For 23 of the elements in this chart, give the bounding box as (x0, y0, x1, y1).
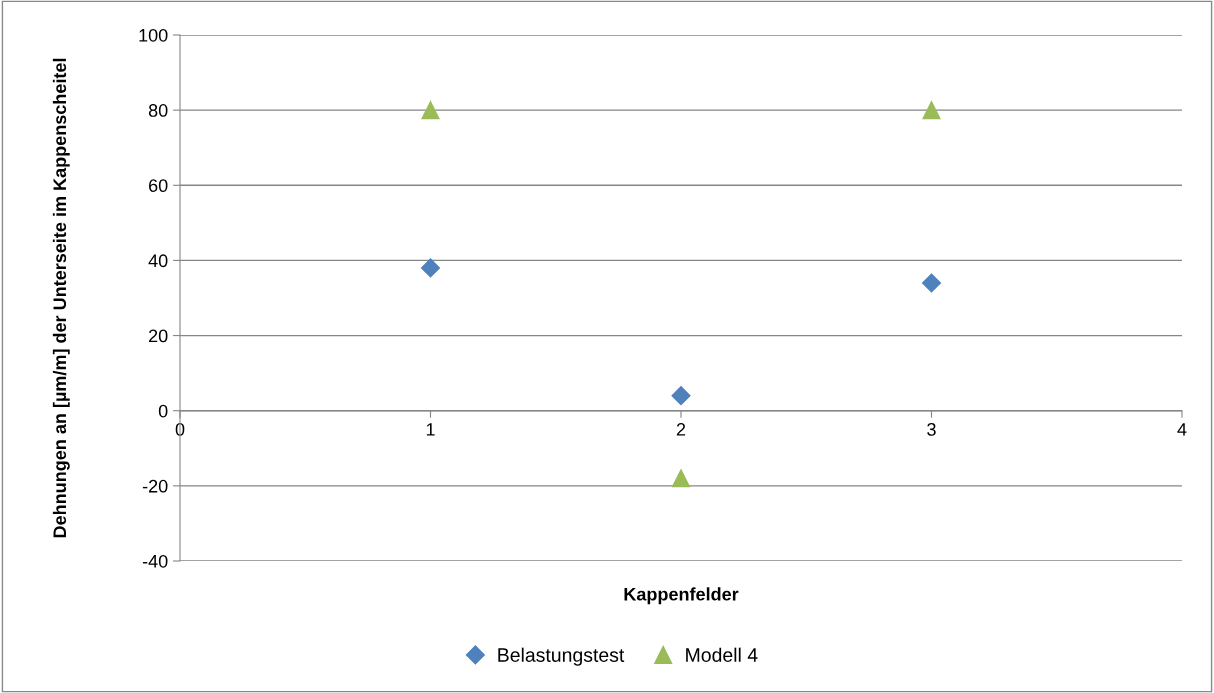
y-tick-label: 60 (149, 179, 168, 193)
point (671, 469, 691, 488)
x-axis-title: Kappenfelder (624, 587, 739, 605)
y-tick-label: 80 (148, 104, 168, 117)
y-tick-label: 20 (149, 329, 168, 343)
x-tick-label: 2 (676, 423, 686, 436)
point (421, 101, 440, 120)
point (420, 258, 441, 278)
point (671, 386, 691, 406)
x-tick-label: 0 (175, 423, 185, 436)
y-tick-label: 40 (148, 254, 168, 268)
x-tick-label: 3 (927, 423, 936, 436)
y-axis-title: Dehnungen an [µm/m] der Unterseite im Kappenscheitel (52, 58, 70, 538)
point (922, 101, 941, 120)
y-tick-label: 0 (158, 404, 168, 418)
x-tick-label: 1 (426, 423, 435, 436)
legend-label: Belastungstest (498, 647, 625, 666)
legend-label: Modell 4 (686, 647, 758, 662)
y-tick-label: 100 (139, 28, 168, 42)
x-tick-label: 4 (1177, 423, 1187, 436)
point (921, 273, 942, 293)
y-tick-label: -20 (142, 479, 168, 493)
y-tick-label: -40 (142, 554, 168, 568)
